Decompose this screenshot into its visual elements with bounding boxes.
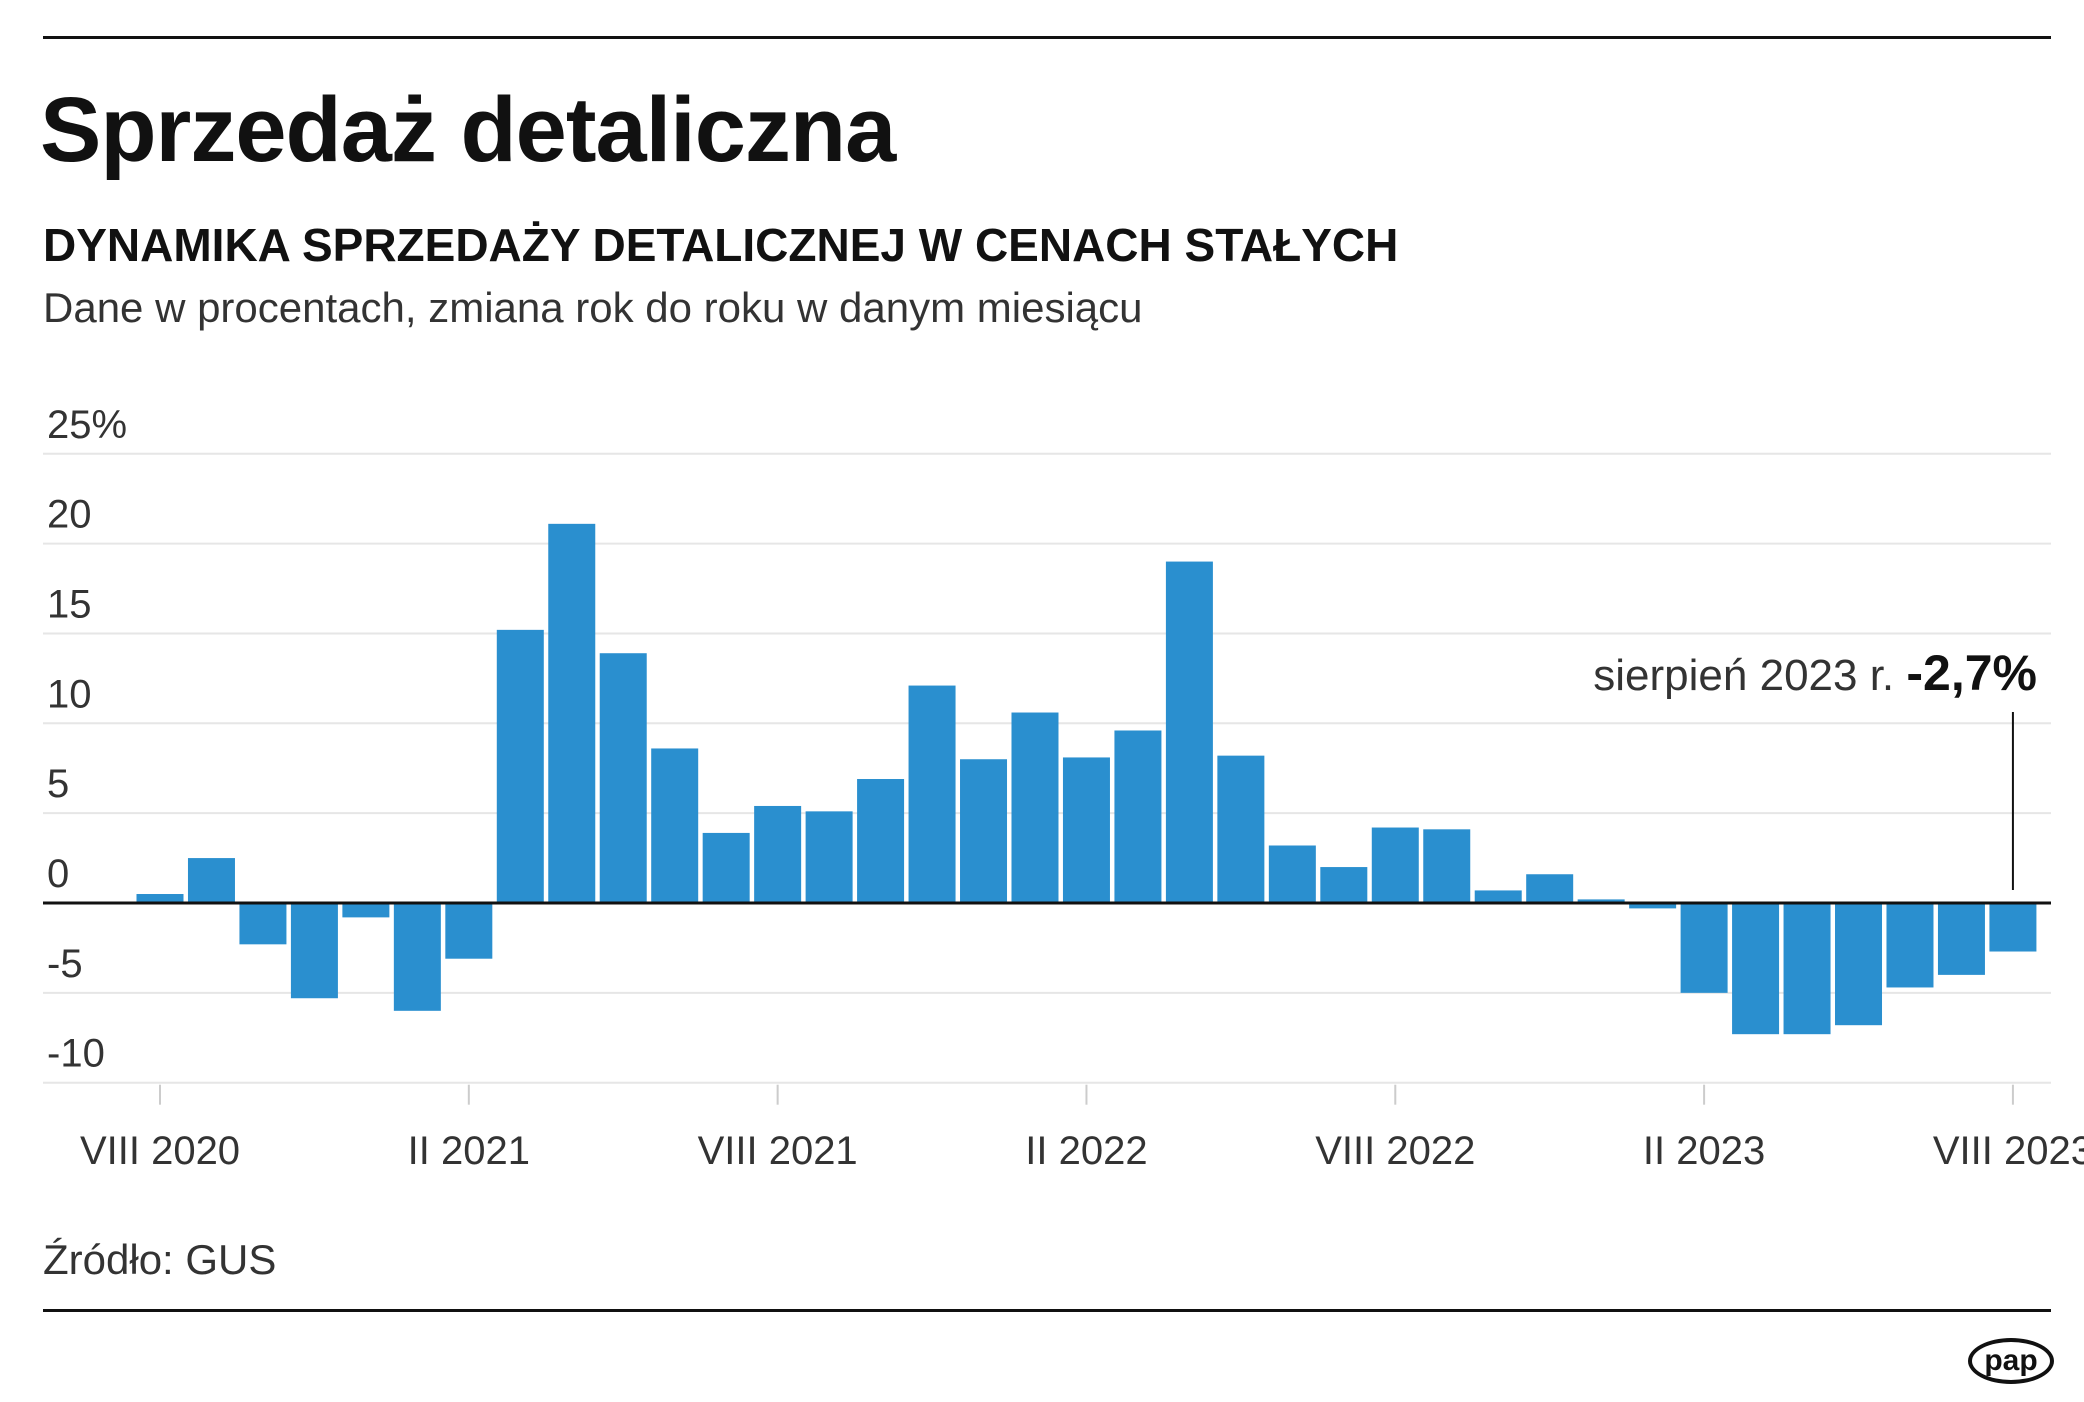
x-tick-label: VIII 2022 [1315, 1129, 1475, 1173]
bottom-rule [43, 1309, 2051, 1312]
bar-XII-2020 [342, 903, 390, 918]
y-tick-label: 20 [47, 493, 92, 537]
bar-X-2020 [239, 903, 287, 945]
bar-VIII-2020 [136, 894, 184, 903]
bar-VII-2021 [702, 832, 750, 903]
bar-II-2023 [1680, 903, 1728, 993]
bar-IX-2020 [187, 858, 235, 903]
bar-X-2021 [857, 779, 905, 903]
chart-title: Sprzedaż detaliczna [40, 79, 896, 181]
y-tick-label: 25% [47, 403, 127, 447]
x-tick-label: VIII 2021 [698, 1129, 858, 1173]
bar-V-2023 [1835, 903, 1883, 1026]
bar-IV-2022 [1165, 561, 1213, 903]
y-tick-label: 0 [47, 852, 69, 896]
bar-V-2022 [1217, 755, 1265, 903]
logo-text: pap [1984, 1344, 2038, 1377]
y-tick-label: 10 [47, 672, 92, 716]
bar-XII-2021 [960, 759, 1008, 903]
bar-III-2023 [1732, 903, 1780, 1035]
x-tick-label: II 2022 [1025, 1129, 1147, 1173]
bar-VII-2023 [1937, 903, 1985, 975]
bar-VII-2022 [1320, 867, 1368, 903]
bar-I-2023 [1629, 903, 1677, 909]
y-tick-label: -5 [47, 942, 83, 986]
annotation-date: sierpień 2023 r. [1593, 651, 1906, 700]
source-note: Źródło: GUS [43, 1236, 277, 1283]
bar-II-2022 [1062, 757, 1110, 903]
bar-VI-2021 [651, 748, 699, 903]
bar-XI-2021 [908, 685, 956, 903]
pap-logo: pap [1968, 1338, 2054, 1384]
bar-I-2022 [1011, 712, 1059, 903]
chart-subtitle: DYNAMIKA SPRZEDAŻY DETALICZNEJ W CENACH … [43, 219, 1399, 271]
bar-III-2021 [496, 629, 544, 903]
bar-XII-2022 [1577, 899, 1625, 903]
bar-VIII-2021 [754, 805, 802, 903]
bar-VI-2023 [1886, 903, 1934, 988]
bar-I-2021 [393, 903, 441, 1011]
bar-XI-2020 [290, 903, 338, 999]
bar-V-2021 [599, 653, 647, 903]
bar-X-2022 [1474, 890, 1522, 903]
y-tick-label: -10 [47, 1032, 105, 1076]
x-tick-label: VIII 2023 [1933, 1129, 2084, 1173]
bar-XI-2022 [1526, 874, 1574, 903]
x-tick-label: II 2021 [408, 1129, 530, 1173]
bar-IV-2023 [1783, 903, 1831, 1035]
y-tick-label: 5 [47, 762, 69, 806]
annotation-label: sierpień 2023 r. -2,7% [1593, 645, 2037, 701]
x-tick-label: II 2023 [1643, 1129, 1765, 1173]
bar-VIII-2022 [1371, 827, 1419, 903]
bar-IX-2022 [1423, 829, 1471, 903]
chart-description: Dane w procentach, zmiana rok do roku w … [43, 284, 1143, 331]
top-rule [43, 36, 2051, 39]
bar-II-2021 [445, 903, 493, 959]
annotation-value: -2,7% [1906, 645, 2037, 701]
x-tick-label: VIII 2020 [80, 1129, 240, 1173]
bar-IV-2021 [548, 523, 596, 903]
bar-III-2022 [1114, 730, 1162, 903]
bar-VI-2022 [1268, 845, 1316, 903]
bar-IX-2021 [805, 811, 853, 903]
y-tick-label: 15 [47, 582, 92, 626]
bar-VIII-2023 [1989, 903, 2037, 952]
